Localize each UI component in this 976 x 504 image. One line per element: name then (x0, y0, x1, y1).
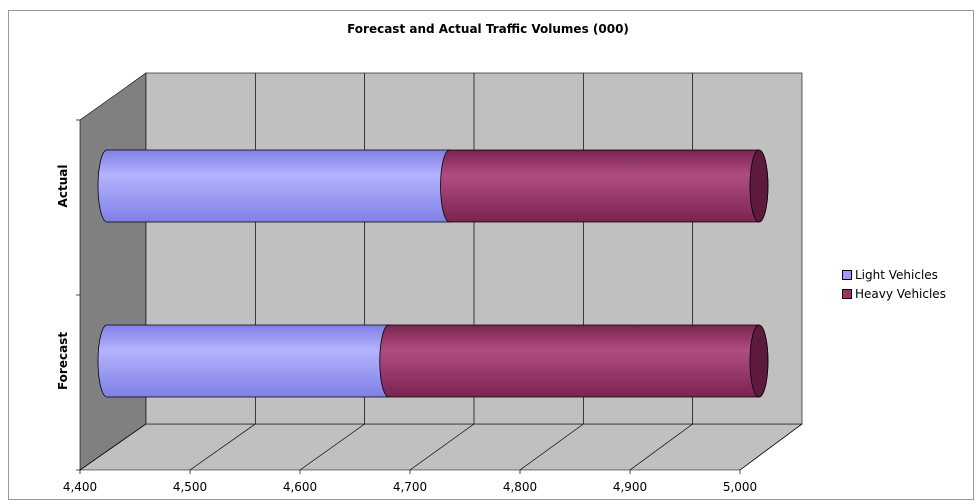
legend-item-heavy-vehicles: Heavy Vehicles (842, 284, 946, 303)
floor-gridline (299, 423, 365, 471)
legend-swatch-light-vehicles (842, 269, 852, 280)
y-category-label: Forecast (56, 332, 70, 390)
x-tick-label: 4,600 (283, 480, 317, 494)
y-category-label: Actual (56, 165, 70, 208)
legend: Light Vehicles Heavy Vehicles (842, 265, 946, 303)
x-tick-label: 4,500 (173, 480, 207, 494)
bar-light-vehicles-forecast (97, 324, 399, 398)
legend-item-light-vehicles: Light Vehicles (842, 265, 946, 284)
chart-title: Forecast and Actual Traffic Volumes (000… (347, 22, 629, 36)
floor-gridline (409, 423, 475, 471)
bar-heavy-vehicles-forecast (379, 324, 769, 398)
legend-label-light-vehicles: Light Vehicles (855, 267, 938, 282)
x-tick-label: 5,000 (723, 480, 757, 494)
legend-label-heavy-vehicles: Heavy Vehicles (855, 286, 946, 301)
floor-gridline (519, 423, 584, 471)
x-tick-label: 4,800 (503, 480, 537, 494)
bar-heavy-vehicles-actual (440, 149, 769, 223)
legend-swatch-heavy-vehicles (842, 288, 852, 299)
x-tick-label: 4,900 (613, 480, 647, 494)
floor-gridline (739, 423, 803, 471)
x-tick-label: 4,700 (393, 480, 427, 494)
bar-end-cap (749, 324, 769, 398)
floor-gridline (629, 423, 693, 471)
x-tick-label: 4,400 (63, 480, 97, 494)
bar-end-cap (749, 149, 769, 223)
floor-gridline (189, 423, 256, 471)
chart-side-wall (79, 72, 147, 471)
chart-floor (79, 423, 803, 471)
bar-light-vehicles-actual (97, 149, 459, 223)
floor-gridline (79, 423, 147, 471)
